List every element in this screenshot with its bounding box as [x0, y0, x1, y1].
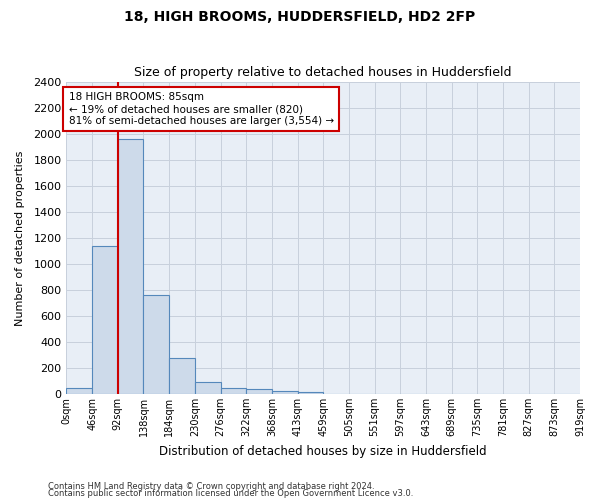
Bar	[221, 388, 246, 394]
Bar	[118, 139, 143, 394]
Bar	[272, 391, 298, 394]
Bar	[143, 295, 169, 394]
Bar	[169, 358, 195, 394]
Y-axis label: Number of detached properties: Number of detached properties	[15, 150, 25, 326]
Text: 18, HIGH BROOMS, HUDDERSFIELD, HD2 2FP: 18, HIGH BROOMS, HUDDERSFIELD, HD2 2FP	[124, 10, 476, 24]
Text: 18 HIGH BROOMS: 85sqm
← 19% of detached houses are smaller (820)
81% of semi-det: 18 HIGH BROOMS: 85sqm ← 19% of detached …	[68, 92, 334, 126]
Text: Contains HM Land Registry data © Crown copyright and database right 2024.: Contains HM Land Registry data © Crown c…	[48, 482, 374, 491]
Bar	[246, 389, 272, 394]
Bar	[92, 246, 118, 394]
Title: Size of property relative to detached houses in Huddersfield: Size of property relative to detached ho…	[134, 66, 512, 80]
Text: Contains public sector information licensed under the Open Government Licence v3: Contains public sector information licen…	[48, 489, 413, 498]
X-axis label: Distribution of detached houses by size in Huddersfield: Distribution of detached houses by size …	[160, 444, 487, 458]
Bar	[195, 382, 221, 394]
Bar	[67, 388, 92, 394]
Bar	[298, 392, 323, 394]
